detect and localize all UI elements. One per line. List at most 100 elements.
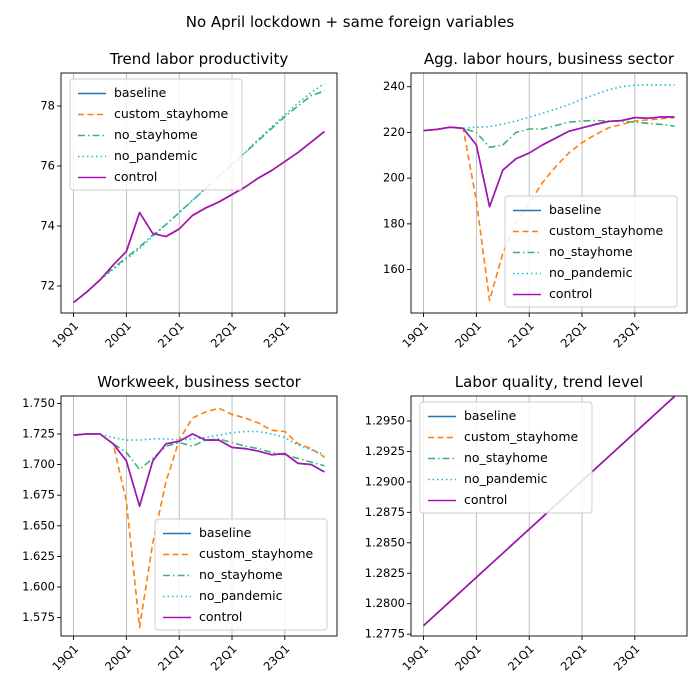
y-tick-label: 1.750	[22, 396, 55, 410]
legend: baseline custom_stayhome no_stayhome no_pan…	[69, 78, 243, 191]
legend-label: no_stayhome	[199, 567, 283, 582]
legend: baseline custom_stayhome no_stayhome no_pan…	[154, 518, 328, 631]
x-tick-label: 23Q1	[611, 642, 643, 674]
chart-panel-2: Agg. labor hours, business sector 19Q1 20Q…	[383, 50, 688, 351]
y-tick-label: 160	[383, 262, 405, 276]
y-tick-label: 1.725	[22, 426, 55, 440]
x-tick-label: 22Q1	[208, 319, 240, 351]
legend-label: baseline	[549, 202, 602, 217]
legend-label: no_pandemic	[114, 148, 198, 163]
y-tick-label: 1.2850	[365, 535, 405, 549]
legend-label: custom_stayhome	[464, 429, 579, 444]
legend-label: no_pandemic	[464, 471, 548, 486]
axes-frame	[60, 395, 338, 637]
legend-label: no_pandemic	[199, 588, 283, 603]
axes-frame	[410, 72, 688, 314]
x-tick-label: 19Q1	[49, 642, 81, 674]
legend: baseline custom_stayhome no_stayhome no_pan…	[419, 401, 593, 514]
legend-label: custom_stayhome	[199, 546, 314, 561]
x-tick-label: 21Q1	[155, 319, 187, 351]
chart-title: Agg. labor hours, business sector	[424, 50, 675, 68]
y-tick-label: 74	[40, 219, 55, 233]
chart-panel-3: Workweek, business sector 19Q1 20Q1 21Q1 22Q…	[22, 373, 338, 674]
x-tick-label: 21Q1	[155, 642, 187, 674]
series-line-control	[73, 130, 325, 304]
x-tick-label: 19Q1	[399, 642, 431, 674]
series-line-control	[73, 433, 325, 508]
x-tick-label: 21Q1	[505, 642, 537, 674]
y-tick-label: 1.2775	[365, 627, 405, 641]
x-tick-label: 22Q1	[558, 642, 590, 674]
legend-label: no_stayhome	[549, 244, 633, 259]
y-tick-label: 220	[383, 125, 405, 139]
series-line-no-stayhome	[73, 90, 325, 304]
legend-label: custom_stayhome	[114, 106, 229, 121]
x-tick-label: 20Q1	[102, 319, 134, 351]
chart-panel-1: Trend labor productivity 19Q1 20Q1 21Q1 22Q1…	[40, 50, 338, 351]
legend-label: no_pandemic	[549, 265, 633, 280]
y-tick-label: 180	[383, 216, 405, 230]
x-tick-label: 22Q1	[208, 642, 240, 674]
y-tick-label: 1.625	[22, 549, 55, 563]
y-tick-label: 78	[40, 99, 55, 113]
x-tick-label: 20Q1	[452, 319, 484, 351]
legend-box	[69, 78, 243, 191]
x-tick-label: 19Q1	[399, 319, 431, 351]
legend-label: baseline	[199, 525, 252, 540]
x-tick-label: 23Q1	[611, 319, 643, 351]
x-tick-label: 22Q1	[558, 319, 590, 351]
legend-label: baseline	[464, 408, 517, 423]
legend-label: no_stayhome	[464, 450, 548, 465]
legend-label: no_stayhome	[114, 127, 198, 142]
y-tick-label: 1.650	[22, 518, 55, 532]
y-tick-label: 1.575	[22, 610, 55, 624]
series-line-no-pandemic	[73, 430, 325, 456]
y-tick-label: 1.2950	[365, 413, 405, 427]
y-tick-label: 76	[40, 159, 55, 173]
x-tick-label: 20Q1	[102, 642, 134, 674]
chart-panel-4: Labor quality, trend level 19Q1 20Q1 21Q1 22…	[365, 373, 688, 674]
y-tick-label: 1.2875	[365, 505, 405, 519]
series-line-no-pandemic	[73, 82, 325, 304]
legend-box	[504, 195, 678, 308]
legend-box	[154, 518, 328, 631]
series-line-baseline	[423, 116, 675, 208]
y-tick-label: 1.2925	[365, 444, 405, 458]
series-line-custom-stayhome	[73, 407, 325, 629]
legend-label: baseline	[114, 85, 167, 100]
y-tick-label: 1.2825	[365, 566, 405, 580]
y-tick-label: 1.675	[22, 488, 55, 502]
legend-label: control	[199, 609, 242, 624]
x-tick-label: 19Q1	[49, 319, 81, 351]
y-tick-label: 1.600	[22, 580, 55, 594]
y-tick-label: 240	[383, 79, 405, 93]
series-group	[73, 82, 325, 304]
x-tick-label: 23Q1	[261, 319, 293, 351]
y-tick-label: 1.2800	[365, 596, 405, 610]
legend-box	[419, 401, 593, 514]
legend-label: custom_stayhome	[549, 223, 664, 238]
x-tick-label: 20Q1	[452, 642, 484, 674]
axes-frame	[60, 72, 338, 314]
axes-frame	[410, 395, 688, 637]
x-tick-label: 21Q1	[505, 319, 537, 351]
series-line-control	[423, 116, 675, 208]
figure-suptitle: No April lockdown + same foreign variabl…	[186, 13, 515, 31]
series-line-no-stayhome	[423, 119, 675, 149]
legend-label: control	[114, 169, 157, 184]
y-tick-label: 1.2900	[365, 474, 405, 488]
chart-title: Trend labor productivity	[109, 50, 289, 68]
series-line-no-pandemic	[423, 84, 675, 132]
y-tick-label: 200	[383, 171, 405, 185]
chart-title: Labor quality, trend level	[455, 373, 643, 391]
series-group	[73, 407, 325, 629]
legend-label: control	[464, 492, 507, 507]
legend: baseline custom_stayhome no_stayhome no_pan…	[504, 195, 678, 308]
chart-title: Workweek, business sector	[97, 373, 301, 391]
y-tick-label: 72	[40, 279, 55, 293]
legend-label: control	[549, 286, 592, 301]
series-line-baseline	[73, 433, 325, 508]
series-group	[423, 84, 675, 302]
x-tick-label: 23Q1	[261, 642, 293, 674]
